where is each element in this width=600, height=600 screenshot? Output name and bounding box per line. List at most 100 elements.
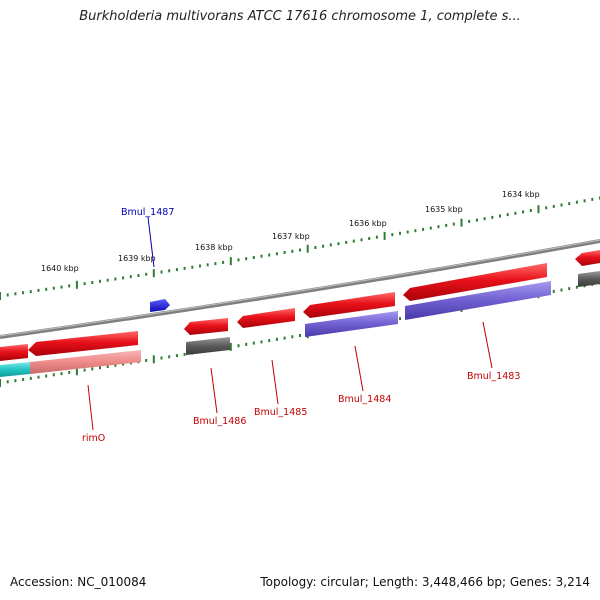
- inner-tick: [275, 337, 278, 341]
- outer-tick: [375, 235, 378, 239]
- inner-tick: [60, 372, 63, 376]
- outer-tick: [522, 210, 525, 214]
- outer-tick: [191, 265, 194, 269]
- outer-tick: [329, 243, 332, 247]
- outer-tick: [591, 197, 594, 201]
- outer-tick: [22, 291, 25, 295]
- inner-tick: [399, 317, 401, 321]
- label-line-bmul-1483: [482, 321, 493, 369]
- outer-tick: [475, 218, 478, 222]
- inner-tick: [152, 355, 155, 364]
- outer-tick: [560, 203, 563, 207]
- outer-tick: [506, 213, 509, 217]
- outer-tick: [199, 264, 201, 268]
- inner-tick: [268, 339, 271, 343]
- inner-tick: [37, 375, 40, 379]
- outer-tick: [122, 276, 125, 280]
- gene-bmul-1483[interactable]: [403, 263, 547, 301]
- inner-tick: [183, 352, 186, 356]
- cds-reverse-1483[interactable]: [405, 281, 551, 320]
- inner-tick: [45, 374, 48, 378]
- outer-tick: [252, 256, 255, 259]
- inner-tick: [22, 378, 25, 381]
- outer-tick: [345, 240, 348, 244]
- outer-tick: [245, 257, 248, 261]
- gene-label-rimO[interactable]: rimO: [82, 433, 105, 444]
- outer-tick: [206, 263, 209, 267]
- outer-tick: [368, 237, 371, 240]
- tick-label-1638: 1638 kbp: [195, 243, 233, 252]
- outer-tick: [545, 206, 548, 210]
- inner-tick: [145, 359, 148, 362]
- inner-tick: [6, 380, 9, 384]
- tick-label-1640: 1640 kbp: [41, 264, 79, 273]
- rna-feature-cyan[interactable]: [0, 362, 30, 377]
- outer-tick: [360, 238, 363, 242]
- label-line-bmul-1484: [354, 345, 364, 392]
- outer-tick: [429, 226, 432, 230]
- outer-tick: [45, 287, 48, 291]
- outer-tick: [68, 284, 71, 288]
- tick-label-1636: 1636 kbp: [349, 219, 387, 228]
- outer-tick: [137, 274, 140, 277]
- gene-label-bmul-1483[interactable]: Bmul_1483: [467, 371, 520, 382]
- outer-tick: [168, 269, 171, 273]
- inner-tick: [299, 334, 301, 337]
- outer-tick: [568, 202, 571, 206]
- outer-tick: [229, 257, 232, 266]
- inner-tick: [106, 365, 109, 368]
- inner-tick: [14, 379, 17, 383]
- outer-tick: [529, 209, 532, 212]
- outer-tick: [406, 230, 409, 234]
- outer-tick: [37, 288, 40, 292]
- inner-tick: [114, 363, 117, 367]
- outer-tick: [91, 281, 94, 284]
- outer-tick: [314, 246, 317, 249]
- inner-tick: [29, 376, 32, 380]
- gene-bmul-1487[interactable]: [150, 299, 170, 312]
- outer-tick: [145, 272, 148, 276]
- gene-bmul-1484[interactable]: [303, 292, 395, 318]
- outer-tick: [445, 223, 448, 227]
- inner-tick: [291, 335, 294, 339]
- pseudo-feature-edge[interactable]: [578, 271, 600, 287]
- gene-label-bmul-1485[interactable]: Bmul_1485: [254, 407, 307, 418]
- outer-tick: [283, 251, 286, 254]
- inner-tick: [237, 344, 240, 348]
- pseudo-feature-1486[interactable]: [186, 337, 230, 355]
- outer-tick: [468, 219, 471, 223]
- outer-tick: [83, 282, 86, 286]
- outer-tick: [399, 231, 401, 235]
- outer-tick: [275, 252, 278, 256]
- outer-tick: [575, 200, 578, 204]
- outer-tick: [129, 275, 132, 279]
- cds-reverse-1484[interactable]: [305, 311, 398, 337]
- tick-label-1635: 1635 kbp: [425, 205, 463, 214]
- outer-tick: [60, 285, 63, 289]
- genome-backbone-highlight: [0, 239, 600, 337]
- gene-forward-edge[interactable]: [575, 250, 600, 266]
- gene-label-bmul-1486[interactable]: Bmul_1486: [193, 416, 246, 427]
- outer-tick: [460, 218, 463, 227]
- inner-tick: [568, 287, 571, 291]
- inner-tick: [168, 355, 171, 359]
- rna-feature-rimO[interactable]: [30, 350, 141, 374]
- gene-forward-2[interactable]: [28, 331, 138, 356]
- inner-tick: [99, 366, 101, 370]
- inner-tick: [83, 368, 86, 372]
- outer-tick: [537, 205, 540, 214]
- inner-tick: [252, 341, 255, 345]
- inner-tick: [68, 371, 71, 374]
- outer-tick-ring: [0, 196, 600, 300]
- outer-tick: [6, 293, 9, 297]
- gene-label-bmul-1484[interactable]: Bmul_1484: [338, 394, 391, 405]
- gene-forward-1[interactable]: [0, 344, 28, 361]
- gene-label-bmul-1487[interactable]: Bmul_1487: [121, 207, 174, 218]
- gene-bmul-1486[interactable]: [184, 318, 228, 335]
- gene-bmul-1485[interactable]: [237, 308, 295, 328]
- outer-tick: [175, 268, 178, 272]
- outer-tick: [422, 227, 425, 231]
- outer-tick: [99, 279, 101, 283]
- outer-tick: [552, 204, 555, 208]
